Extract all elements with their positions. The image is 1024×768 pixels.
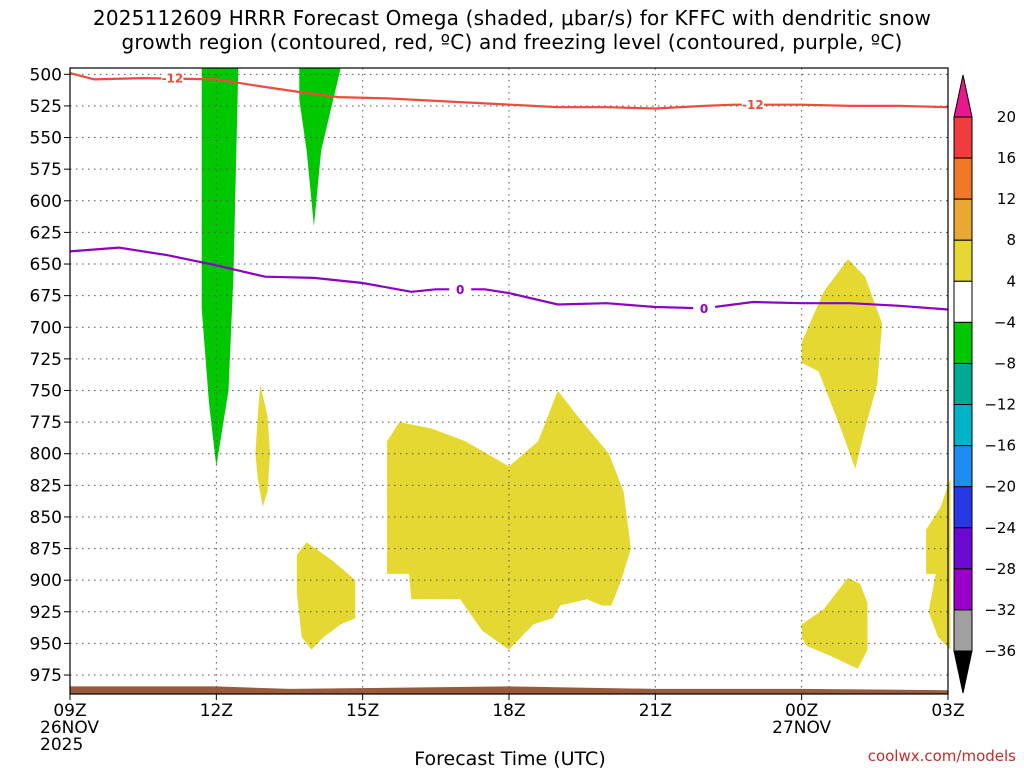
shade-sinking-omega-00z-mid xyxy=(801,259,883,469)
contour-label-bg-dendritic-growth-minus12-1 xyxy=(741,97,764,112)
colorbar-bin-9 xyxy=(953,486,973,529)
y-tick-label-725: 725 xyxy=(30,350,62,370)
colorbar-bin-1 xyxy=(953,157,973,200)
shade-sinking-omega-00z-low xyxy=(801,577,868,669)
colorbar-bin-10 xyxy=(953,527,973,570)
colorbar-label-10: −24 xyxy=(984,519,1016,537)
colorbar-bin-11 xyxy=(953,568,973,611)
contour-label-bg-freezing-level-0-0 xyxy=(449,282,472,297)
y-tick-label-525: 525 xyxy=(30,97,62,117)
terrain-surface xyxy=(70,686,948,694)
x-tick-label-0-0: 09Z xyxy=(53,701,86,721)
y-tick-label-800: 800 xyxy=(30,445,62,465)
x-tick-label-9-0: 18Z xyxy=(492,701,525,721)
y-tick-label-875: 875 xyxy=(30,540,62,560)
omega-shading-layer xyxy=(201,68,951,669)
y-tick-label-500: 500 xyxy=(30,65,62,85)
shade-sinking-omega-14z xyxy=(296,542,356,650)
colorbar-label-9: −20 xyxy=(984,478,1016,496)
colorbar-label-8: −16 xyxy=(984,437,1016,455)
colorbar-bin-12 xyxy=(953,609,973,652)
colorbar-label-2: 12 xyxy=(997,190,1016,208)
colorbar-label-3: 8 xyxy=(1006,231,1016,249)
axes-layer: 500 525 550 575 600 625 650 675 700 725 750 775 800 8… xyxy=(30,65,965,755)
x-tick-label-3-0: 12Z xyxy=(200,701,233,721)
x-tick-label-0-2: 2025 xyxy=(40,735,83,755)
colorbar-bin-0 xyxy=(953,116,973,159)
y-tick-label-700: 700 xyxy=(30,318,62,338)
contour-freezing-level-0 xyxy=(69,246,949,311)
colorbar-bottom-arrow xyxy=(953,650,973,694)
colorbar-bin-2 xyxy=(953,198,973,241)
contour-label-dendritic-growth-minus12-1: -12 xyxy=(742,98,764,112)
grid-layer xyxy=(70,68,948,694)
x-tick-label-15-0: 00Z xyxy=(785,701,818,721)
colorbar-label-11: −28 xyxy=(984,560,1016,578)
colorbar-label-13: −36 xyxy=(984,642,1016,660)
y-tick-label-600: 600 xyxy=(30,192,62,212)
colorbar-label-1: 16 xyxy=(997,149,1016,167)
colorbar-bin-5 xyxy=(953,321,973,364)
credit-text: coolwx.com/models xyxy=(868,747,1016,765)
contour-label-freezing-level-0-1: 0 xyxy=(700,302,708,316)
contour-layer: -12 -12 0 0 xyxy=(69,71,949,316)
x-tick-label-6-0: 15Z xyxy=(346,701,379,721)
colorbar-bin-8 xyxy=(953,445,973,488)
colorbar-label-12: −32 xyxy=(984,601,1016,619)
contour-label-bg-freezing-level-0-1 xyxy=(693,301,716,316)
shade-sinking-omega-13z xyxy=(255,384,270,507)
shade-sinking-omega-03z xyxy=(926,479,951,650)
contour-label-freezing-level-0-0: 0 xyxy=(456,283,464,297)
shade-rising-omega-14z xyxy=(299,68,341,227)
y-tick-label-625: 625 xyxy=(30,223,62,243)
colorbar-label-0: 20 xyxy=(997,108,1016,126)
x-tick-label-0-1: 26NOV xyxy=(40,718,99,738)
y-tick-label-950: 950 xyxy=(30,634,62,654)
terrain-layer xyxy=(70,686,948,694)
colorbar-bin-6 xyxy=(953,362,973,406)
y-tick-label-550: 550 xyxy=(30,129,62,149)
x-tick-label-12-0: 21Z xyxy=(639,701,672,721)
contour-dendritic-growth-minus12 xyxy=(69,72,949,110)
colorbar-bin-4 xyxy=(953,280,973,323)
y-tick-label-900: 900 xyxy=(30,571,62,591)
colorbar-bin-7 xyxy=(953,404,973,447)
y-tick-label-675: 675 xyxy=(30,287,62,307)
omega-colorbar: 20 16 12 8 4 −4 −8 −12 −16 −20 −24 −28 −32 −36 xyxy=(953,74,1016,694)
y-tick-label-925: 925 xyxy=(30,603,62,623)
chart-title-line2: growth region (contoured, red, ºC) and f… xyxy=(121,30,903,54)
y-tick-label-850: 850 xyxy=(30,508,62,528)
y-tick-label-775: 775 xyxy=(30,413,62,433)
x-axis-label: Forecast Time (UTC) xyxy=(414,748,605,768)
y-tick-label-575: 575 xyxy=(30,160,62,180)
shade-sinking-omega-16z-19z xyxy=(387,390,631,650)
contour-label-dendritic-growth-minus12-0: -12 xyxy=(162,72,184,86)
y-tick-label-825: 825 xyxy=(30,476,62,496)
chart-title-line1: 2025112609 HRRR Forecast Omega (shaded, … xyxy=(92,6,932,30)
colorbar-label-4: 4 xyxy=(1006,272,1016,290)
chart-title: 2025112609 HRRR Forecast Omega (shaded, … xyxy=(0,6,1024,54)
contour-label-bg-dendritic-growth-minus12-0 xyxy=(161,71,184,86)
colorbar-label-6: −8 xyxy=(994,354,1016,372)
colorbar-bin-3 xyxy=(953,239,973,282)
y-tick-label-975: 975 xyxy=(30,666,62,686)
y-tick-label-750: 750 xyxy=(30,381,62,401)
colorbar-top-arrow xyxy=(953,74,973,118)
x-tick-label-18-0: 03Z xyxy=(931,701,964,721)
colorbar-label-5: −4 xyxy=(994,313,1016,331)
y-tick-label-650: 650 xyxy=(30,255,62,275)
colorbar-label-7: −12 xyxy=(984,396,1016,414)
x-tick-label-15-1: 27NOV xyxy=(772,718,831,738)
